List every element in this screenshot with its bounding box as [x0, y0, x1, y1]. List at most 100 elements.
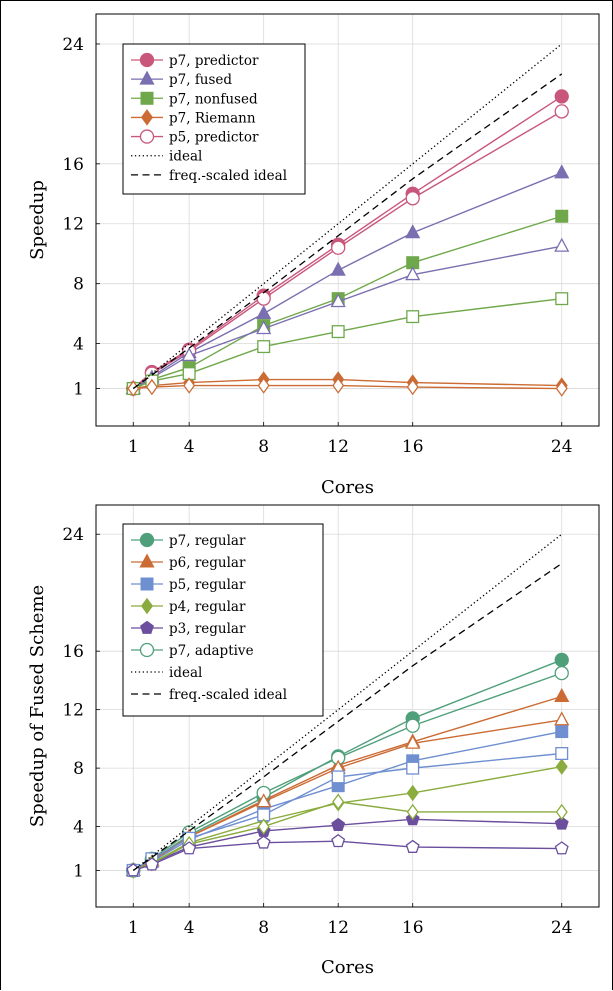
legend-box [122, 43, 306, 195]
data-point [554, 665, 569, 681]
y-tick-label: 8 [73, 759, 84, 779]
x-tick-label: 8 [258, 918, 269, 938]
x-tick-label: 16 [402, 437, 424, 457]
series-line [132, 43, 563, 390]
x-tick-label: 1 [128, 437, 139, 457]
series-ideal [132, 43, 563, 390]
data-point [405, 839, 420, 853]
x-tick-label: 24 [551, 437, 573, 457]
y-tick-label: 24 [62, 525, 84, 545]
data-point [331, 817, 346, 832]
data-point [406, 784, 419, 802]
legend-label: p7, fused [169, 72, 232, 88]
y-tick-label: 4 [73, 818, 84, 838]
series-p4-regular [127, 758, 568, 879]
y-tick-label: 24 [62, 35, 84, 55]
y-tick-label: 16 [62, 155, 84, 175]
data-point [405, 266, 421, 281]
legend-label: p6, regular [169, 555, 246, 571]
data-point [331, 770, 345, 784]
y-tick-label: 16 [62, 642, 84, 662]
y-tick-label: 1 [73, 380, 84, 400]
x-tick-label: 12 [327, 918, 349, 938]
series-ideal [132, 533, 563, 871]
y-tick-label: 4 [73, 335, 84, 355]
legend-label: p7, nonfused [169, 91, 258, 107]
data-point [257, 340, 271, 354]
legend-label: freq.-scaled ideal [169, 687, 287, 703]
series-freq-scaled-ideal [132, 73, 563, 390]
x-axis-label: Cores [321, 957, 374, 978]
series-line [133, 378, 562, 390]
y-tick-label: 12 [62, 701, 84, 721]
x-tick-label: 16 [402, 918, 424, 938]
data-point [406, 761, 420, 775]
x-tick-label: 24 [551, 918, 573, 938]
legend-marker [139, 129, 155, 144]
data-point [256, 320, 272, 335]
data-point [555, 380, 568, 397]
legend-label: p4, regular [169, 599, 246, 615]
legend-label: ideal [169, 149, 202, 165]
data-point [555, 292, 569, 306]
series-line [133, 384, 562, 390]
data-point [555, 725, 569, 739]
series-freq-scaled-ideal [132, 562, 563, 871]
legend-marker [140, 91, 154, 105]
data-point [182, 841, 197, 855]
legend-label: p5, regular [169, 577, 246, 593]
legend-box [122, 523, 324, 717]
data-point [257, 818, 270, 835]
legend-marker [139, 532, 155, 548]
series-line [132, 695, 562, 872]
legend-marker [140, 597, 154, 615]
data-point [555, 758, 568, 775]
data-point [330, 261, 346, 276]
data-point [555, 747, 569, 761]
data-point [555, 803, 568, 821]
x-axis-label: Cores [321, 477, 374, 498]
data-point [406, 310, 420, 324]
data-point [554, 237, 570, 252]
data-point [256, 835, 271, 849]
data-point [554, 816, 569, 830]
legend-label: p7, adaptive [169, 643, 254, 659]
data-point [256, 305, 272, 320]
legend: p7, regular p6, regular p5, regular p4, reg… [122, 523, 324, 717]
data-point [183, 377, 196, 394]
x-tick-label: 4 [184, 437, 195, 457]
legend-marker [139, 642, 155, 658]
data-point [406, 803, 419, 821]
y-axis-label: Speedup of Fused Scheme [27, 585, 48, 827]
data-point [332, 377, 345, 394]
legend-marker [139, 52, 155, 68]
series-unlabeled-9 [126, 833, 569, 877]
y-tick-label: 1 [73, 861, 84, 881]
data-point [405, 734, 421, 749]
legend-marker [140, 620, 154, 634]
data-point [554, 89, 569, 104]
y-axis-label: Speedup [27, 180, 48, 260]
data-point [405, 224, 421, 239]
data-point [144, 857, 159, 871]
data-point [554, 687, 570, 703]
data-point [331, 833, 346, 848]
legend-label: p7, predictor [169, 53, 259, 69]
data-point [145, 378, 158, 396]
chart-2: 1 4 8 12 16 24 1 4 8 12 16 24 Cores Speedup of Fused … [27, 504, 600, 978]
legend-label: freq.-scaled ideal [169, 168, 287, 184]
plot-area [95, 504, 600, 908]
data-point [554, 711, 570, 726]
legend-marker [139, 70, 155, 85]
legend-label: p7, regular [169, 533, 246, 549]
legend-marker [140, 109, 154, 126]
legend-marker [139, 553, 155, 568]
data-point [554, 104, 569, 119]
legend-label: p7, Riemann [169, 110, 256, 126]
data-point [331, 240, 346, 255]
data-point [554, 652, 569, 668]
data-point [256, 291, 271, 306]
legend-label: p5, predictor [169, 130, 259, 146]
chart-1: 1 4 8 12 16 24 1 4 8 12 16 24 Cores Speedup p7, predic… [27, 13, 600, 498]
